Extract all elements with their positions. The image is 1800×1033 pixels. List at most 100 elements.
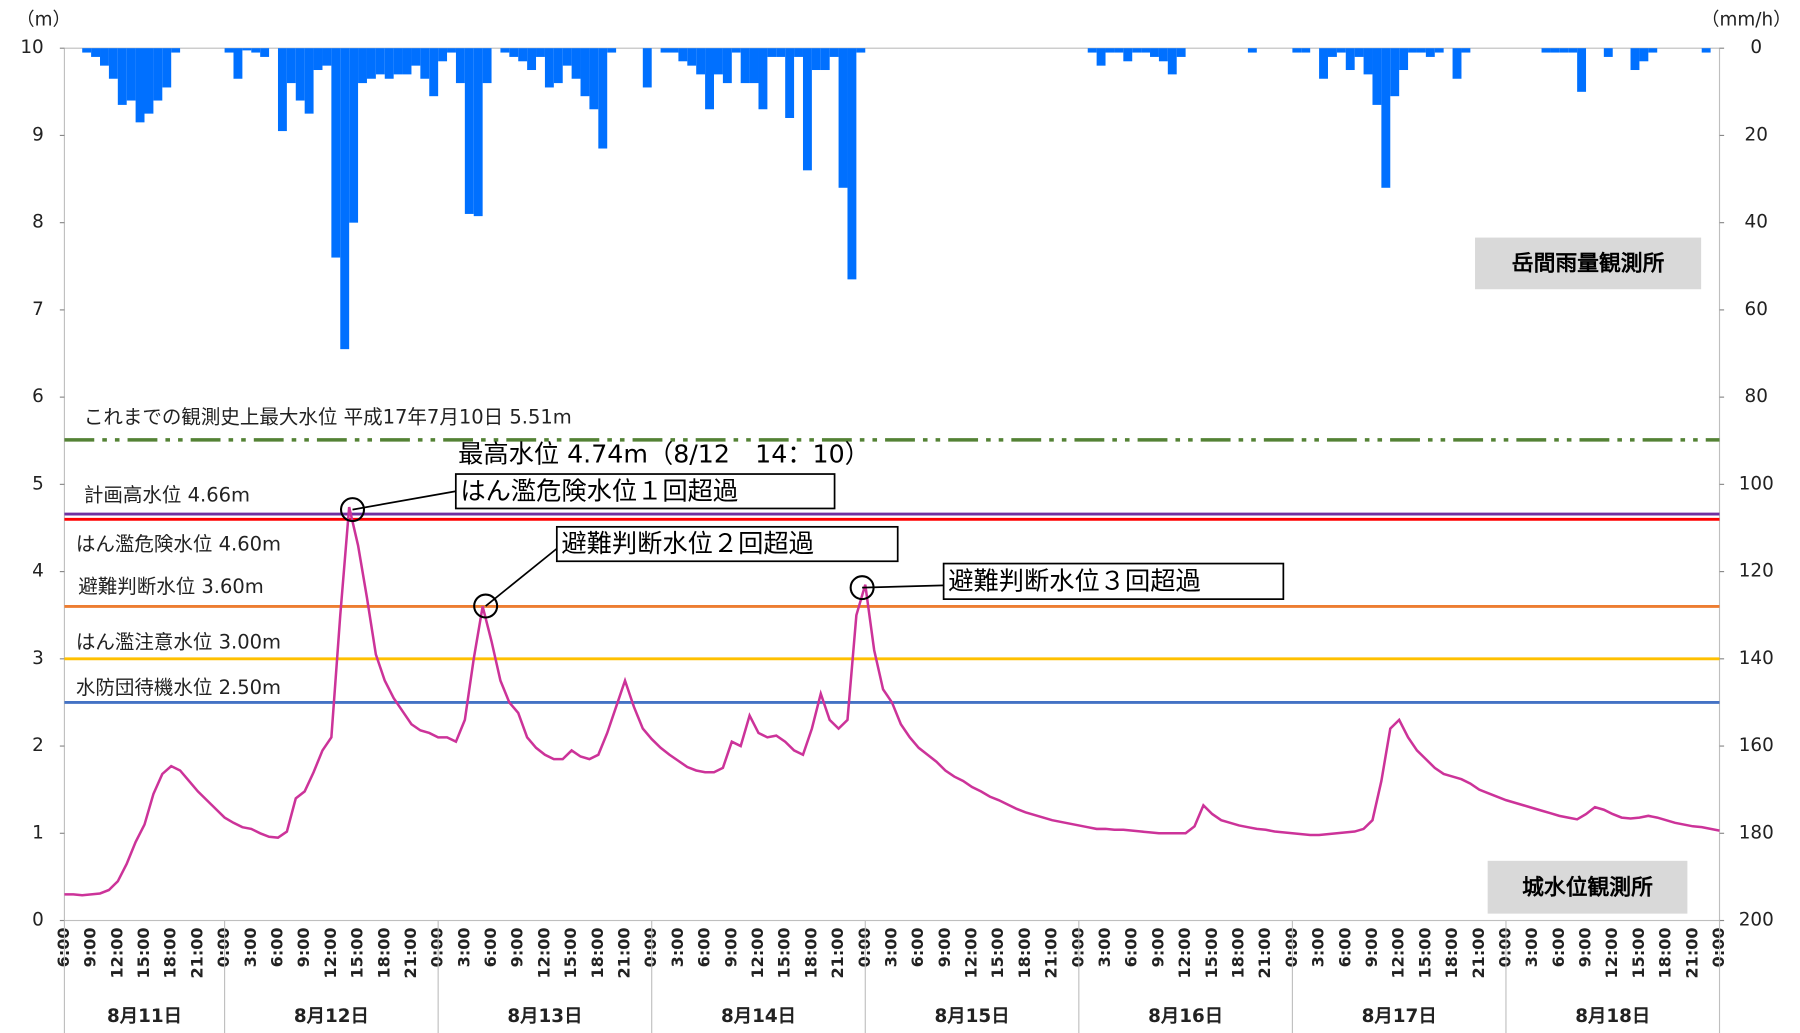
rain-bar (224, 48, 234, 53)
x-tick-label: 12:00 (534, 927, 553, 978)
rain-bar (731, 48, 741, 53)
x-tick-label: 9:00 (1148, 927, 1167, 967)
rain-bar (286, 48, 296, 84)
x-tick-label: 6:00 (1122, 927, 1141, 967)
annotation-circle (339, 497, 366, 523)
rain-bar (518, 48, 528, 62)
rain-bar (126, 48, 136, 101)
rain-bar (1247, 48, 1257, 53)
annotation-connector (485, 547, 558, 607)
reference-label: はん濫危険水位 4.60m (76, 533, 281, 556)
day-label: 8月12日 (294, 1006, 369, 1027)
x-tick-label: 6:00 (481, 927, 500, 967)
y-tick-label: 8 (32, 212, 44, 233)
x-tick-label: 21:00 (1255, 927, 1274, 978)
rain-bar (571, 48, 581, 79)
reference-label: 計画高水位 4.66m (84, 483, 250, 506)
rain-bar (820, 48, 830, 71)
rain-bar (260, 48, 270, 57)
rain-bar (1399, 48, 1409, 71)
y2-tick-label: 60 (1745, 299, 1768, 320)
y2-tick-label: 140 (1739, 648, 1774, 669)
rain-bar (322, 48, 332, 66)
rain-bar (1452, 48, 1462, 79)
y2-tick-label: 20 (1745, 124, 1768, 145)
rain-bar (482, 48, 492, 84)
y-tick-label: 10 (20, 37, 43, 58)
rain-bar (464, 48, 474, 214)
x-tick-label: 0:00 (1282, 927, 1301, 967)
rain-bar (1568, 48, 1578, 53)
rain-bar (642, 48, 652, 88)
rain-bar (108, 48, 118, 79)
x-tick-label: 0:00 (428, 927, 447, 967)
y2-tick-label: 0 (1750, 37, 1762, 58)
x-tick-label: 15:00 (561, 927, 580, 978)
rain-bar (171, 48, 181, 53)
rain-bar (1701, 48, 1711, 53)
x-tick-label: 9:00 (721, 927, 740, 967)
rain-bar (429, 48, 439, 97)
rain-bar (1167, 48, 1177, 75)
rain-bar (562, 48, 572, 66)
x-tick-label: 18:00 (588, 927, 607, 978)
annotation-circle (473, 593, 499, 619)
rain-bar (740, 48, 750, 84)
rain-bar (1150, 48, 1159, 57)
x-tick-label: 18:00 (374, 927, 393, 978)
water-level-line (64, 506, 1720, 897)
y-unit: （m） (16, 10, 71, 31)
x-tick-label: 0:00 (855, 927, 874, 967)
x-tick-label: 12:00 (321, 927, 340, 978)
rain-bar (527, 48, 537, 71)
x-tick-label: 12:00 (1175, 927, 1194, 978)
rain-bar (1425, 48, 1435, 57)
x-tick-label: 3:00 (1095, 927, 1114, 967)
annotation-connector (862, 584, 944, 589)
x-tick-label: 18:00 (1015, 927, 1034, 978)
x-tick-label: 15:00 (1629, 927, 1648, 978)
day-label: 8月15日 (935, 1006, 1010, 1027)
x-tick-label: 21:00 (615, 927, 634, 978)
rain-bar (1301, 48, 1311, 53)
x-tick-label: 21:00 (187, 927, 206, 978)
y-tick-label: 1 (32, 822, 44, 843)
x-tick-label: 15:00 (1415, 927, 1434, 978)
rain-bar (794, 48, 803, 57)
y-tick-label: 7 (32, 299, 44, 320)
x-tick-label: 0:00 (1709, 927, 1728, 967)
x-tick-label: 3:00 (454, 927, 473, 967)
rain-bar (829, 48, 839, 57)
y-tick-label: 4 (32, 561, 44, 582)
annotation-text: 避難判断水位３回超過 (948, 566, 1201, 595)
rain-bar (749, 48, 759, 84)
rain-bar (233, 48, 243, 79)
y-tick-label: 6 (32, 386, 44, 407)
annotation-box (942, 562, 1285, 601)
x-tick-label: 0:00 (641, 927, 660, 967)
x-tick-label: 21:00 (1469, 927, 1488, 978)
rain-bar (1132, 48, 1142, 53)
rain-bar (420, 48, 430, 79)
x-tick-label: 9:00 (81, 927, 100, 967)
rain-bar (705, 48, 714, 110)
rain-bar (1577, 48, 1587, 92)
y2-unit: （mm/h） (1701, 10, 1791, 31)
rain-bar (785, 48, 795, 118)
reference-label: はん濫注意水位 3.00m (76, 630, 281, 653)
rain-bar (678, 48, 688, 62)
rain-bar (82, 48, 92, 53)
x-tick-label: 3:00 (241, 927, 260, 967)
x-tick-label: 9:00 (1362, 927, 1381, 967)
x-tick-label: 9:00 (935, 927, 954, 967)
station-label: 城水位観測所 (1522, 874, 1653, 900)
x-tick-label: 3:00 (668, 927, 687, 967)
rain-bar (1363, 48, 1373, 75)
rain-bar (242, 48, 252, 51)
rain-bar (91, 48, 101, 57)
rain-bar (153, 48, 163, 101)
y-tick-label: 0 (32, 910, 44, 931)
y2-tick-label: 80 (1745, 386, 1768, 407)
x-tick-label: 9:00 (1576, 927, 1595, 967)
rain-bar (1292, 48, 1302, 53)
